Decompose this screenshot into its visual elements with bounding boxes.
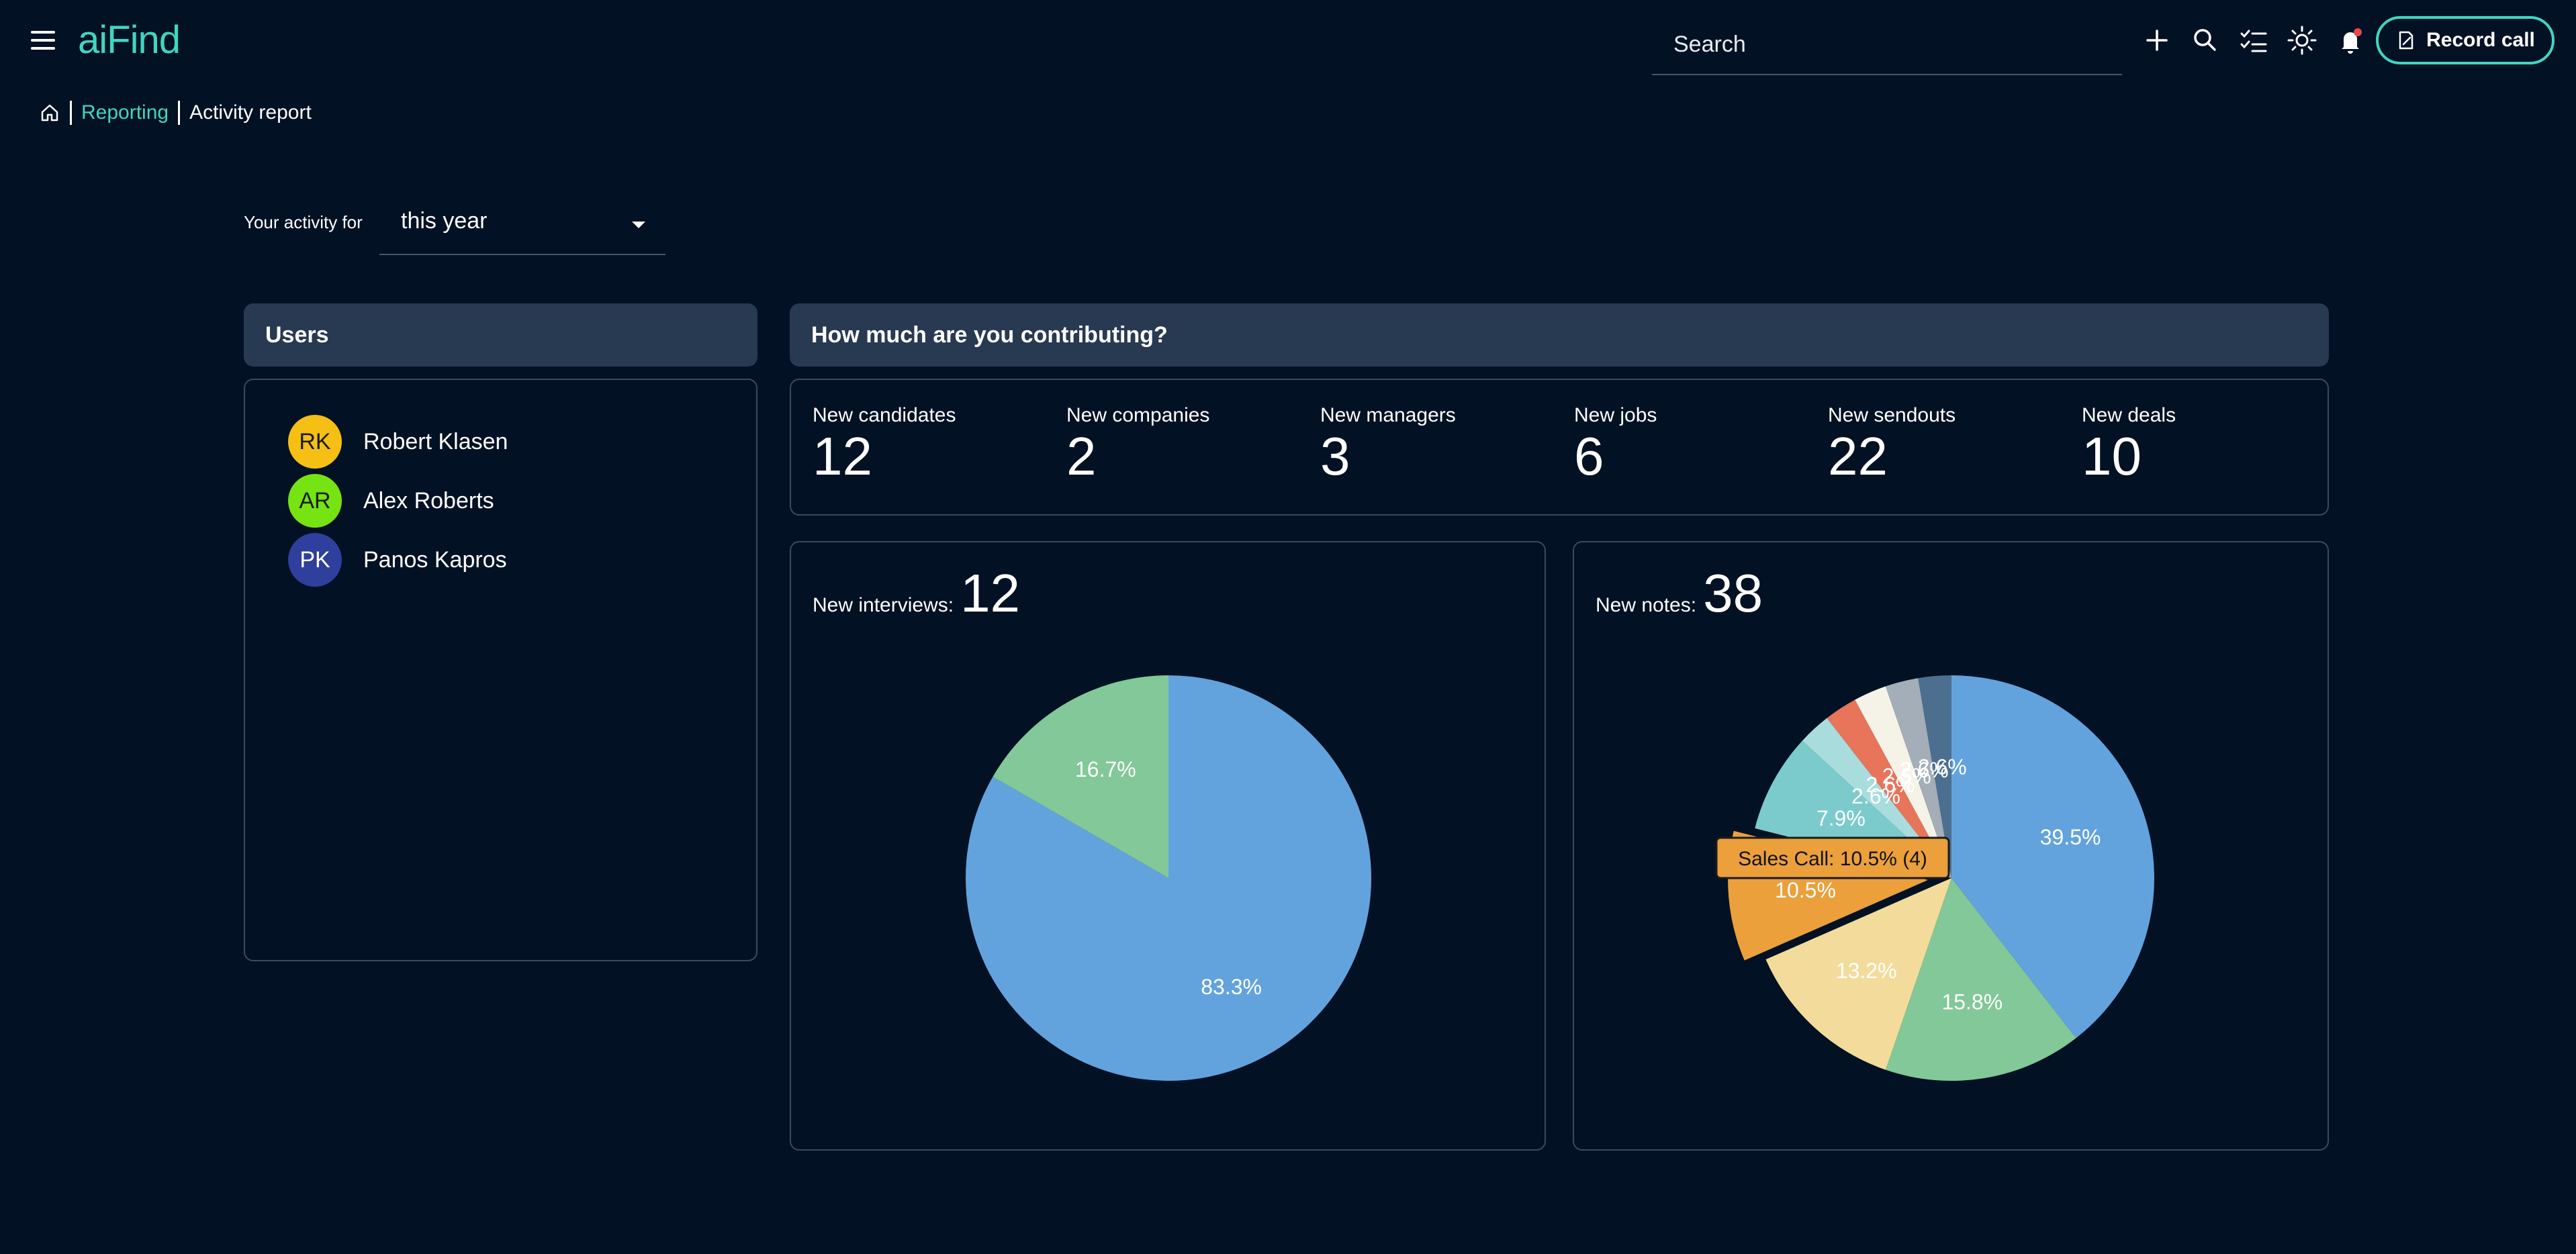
chart-tooltip-text: Sales Call: 10.5% (4) (1738, 848, 1927, 870)
stat-value: 3 (1320, 426, 1350, 486)
task-checklist-icon[interactable] (2238, 24, 2270, 56)
users-panel-header: Users (244, 303, 757, 367)
user-name: Alex Roberts (363, 487, 494, 514)
breadcrumb-separator (70, 101, 72, 125)
theme-toggle-sun-icon[interactable] (2286, 24, 2318, 56)
pie-slice[interactable] (1918, 675, 1951, 878)
notes-chart-card: New notes: 38 39.5% 15.8% 13.2% 10.5% 7.9% 2.… (1573, 541, 2329, 1151)
search-input[interactable] (1652, 15, 2122, 74)
stat-value: 2 (1066, 426, 1097, 486)
pie-slice[interactable] (1855, 686, 1951, 878)
chart-title-label: New notes: (1596, 594, 1697, 616)
pie-slice-label: 16.7% (1075, 757, 1136, 781)
pie-slice-label: 39.5% (2040, 825, 2101, 849)
breadcrumb-current: Activity report (189, 101, 312, 124)
pie-slice-label: 2.6% (1918, 755, 1967, 779)
pie-slice-label: 2.6% (1851, 784, 1900, 808)
stat-label: New deals (2082, 404, 2176, 426)
stat-label: New managers (1320, 404, 1456, 426)
stat-new-companies: New companies 2 (1066, 404, 1209, 483)
stat-label: New companies (1066, 404, 1210, 426)
period-select[interactable]: this year (379, 195, 665, 255)
hamburger-menu-icon[interactable] (27, 27, 59, 54)
period-label: Your activity for (244, 212, 363, 232)
stat-value: 6 (1574, 426, 1604, 486)
breadcrumb: Reporting Activity report (39, 99, 312, 126)
stat-new-jobs: New jobs 6 (1574, 404, 1657, 483)
stat-label: New candidates (813, 404, 956, 426)
notifications-bell-icon[interactable] (2334, 24, 2366, 56)
stats-card: New candidates 12 New companies 2 New ma… (790, 379, 2329, 516)
user-item[interactable]: AR Alex Roberts (288, 474, 494, 528)
home-icon[interactable] (39, 102, 60, 124)
chart-title-total: 12 (960, 563, 1021, 623)
user-name: Robert Klasen (363, 428, 508, 454)
stat-value: 10 (2082, 426, 2142, 486)
pie-slice-label: 15.8% (1941, 990, 2003, 1014)
avatar: PK (288, 533, 342, 587)
pie-slice-label: 2.6% (1866, 773, 1915, 797)
pie-slice-label: 83.3% (1201, 975, 1262, 999)
pie-slice[interactable] (1885, 878, 2076, 1081)
user-name: Panos Kapros (363, 546, 507, 573)
avatar: RK (288, 415, 342, 469)
chevron-down-icon (632, 222, 645, 228)
period-selected-value: this year (401, 208, 488, 234)
contribution-panel-header: How much are you contributing? (790, 303, 2329, 367)
user-item[interactable]: PK Panos Kapros (288, 533, 507, 587)
pie-slice[interactable] (1827, 700, 1951, 878)
pie-slice-label: 10.5% (1775, 878, 1836, 902)
pie-slice[interactable] (993, 675, 1168, 878)
pie-slice-label: 7.9% (1816, 806, 1866, 830)
pie-slice-label: 13.2% (1836, 959, 1897, 983)
stat-label: New sendouts (1828, 404, 1956, 426)
users-list: RK Robert Klasen AR Alex Roberts PK Pano… (244, 379, 757, 961)
stat-label: New jobs (1574, 404, 1657, 426)
search-box[interactable] (1652, 15, 2122, 75)
record-call-label: Record call (2426, 29, 2535, 51)
chart-title-total: 38 (1703, 563, 1763, 623)
stat-new-deals: New deals 10 (2082, 404, 2176, 483)
interviews-pie-chart: 83.3% 16.7% (966, 675, 1371, 1081)
stat-new-candidates: New candidates 12 (813, 404, 956, 483)
record-call-button[interactable]: Record call (2376, 16, 2555, 64)
chart-title-label: New interviews: (813, 594, 954, 616)
breadcrumb-separator (178, 101, 181, 125)
breadcrumb-reporting-link[interactable]: Reporting (81, 101, 169, 124)
search-icon[interactable] (2189, 24, 2221, 56)
pie-slice[interactable] (1951, 675, 2154, 1039)
plus-icon[interactable] (2141, 24, 2173, 56)
pie-slice-label: 2.6% (1900, 758, 1949, 782)
stat-value: 22 (1828, 426, 1888, 486)
avatar: AR (288, 474, 342, 528)
record-note-icon (2399, 31, 2413, 50)
notes-chart-title: New notes: 38 (1596, 567, 1763, 620)
top-bar: aiFind Record cal (0, 0, 2576, 81)
stat-new-managers: New managers 3 (1320, 404, 1456, 483)
pie-slice[interactable] (1885, 678, 1951, 878)
contribution-panel-title: How much are you contributing? (811, 322, 1168, 348)
interviews-chart-title: New interviews: 12 (813, 567, 1020, 620)
users-panel-title: Users (265, 322, 329, 348)
stat-new-sendouts: New sendouts 22 (1828, 404, 1956, 483)
notes-pie-chart: 39.5%15.8%13.2%10.5%7.9%2.6%2.6%2.6%2.6%… (1715, 675, 2154, 1081)
interviews-chart-card: New interviews: 12 83.3% 16.7% (790, 541, 1546, 1151)
user-item[interactable]: RK Robert Klasen (288, 415, 508, 469)
pie-slice[interactable] (1765, 878, 1951, 1070)
stat-value: 12 (813, 426, 872, 486)
chart-tooltip: Sales Call: 10.5% (4) (1715, 836, 1950, 879)
app-logo[interactable]: aiFind (78, 18, 181, 62)
pie-slice-label: 2.6% (1882, 764, 1931, 788)
